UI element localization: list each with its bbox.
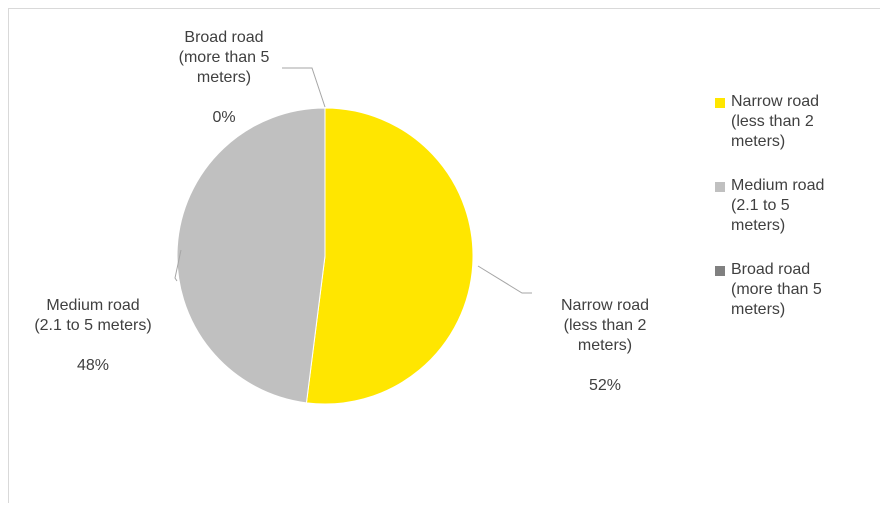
data-label-medium-road-value: 48% bbox=[76, 357, 110, 374]
legend-label-narrow-road: Narrow road (less than 2 meters) bbox=[731, 93, 820, 150]
data-label-narrow-road-name: Narrow road (less than 2 meters) bbox=[560, 297, 650, 354]
pie-slice-narrow-road bbox=[305, 107, 474, 405]
legend-entry-medium-road: Medium road (2.1 to 5 meters) bbox=[715, 176, 875, 236]
data-label-broad-road-name: Broad road (more than 5 meters) bbox=[178, 29, 270, 86]
pie-slice-medium-road bbox=[176, 107, 326, 404]
pie-slices bbox=[176, 107, 474, 405]
legend-swatch-medium-road bbox=[715, 182, 725, 192]
legend-entry-broad-road: Broad road (more than 5 meters) bbox=[715, 260, 875, 320]
chart-legend: Narrow road (less than 2 meters) Medium … bbox=[715, 92, 875, 344]
data-label-broad-road: Broad road (more than 5 meters) 0% bbox=[144, 8, 304, 128]
leader-line-broad-road bbox=[282, 67, 326, 108]
data-label-narrow-road: Narrow road (less than 2 meters) 52% bbox=[530, 276, 680, 396]
leader-line-medium-road bbox=[174, 249, 182, 282]
legend-entry-narrow-road: Narrow road (less than 2 meters) bbox=[715, 92, 875, 152]
legend-swatch-narrow-road bbox=[715, 98, 725, 108]
data-label-medium-road: Medium road (2.1 to 5 meters) 48% bbox=[8, 276, 178, 376]
leader-lines bbox=[174, 67, 532, 294]
legend-swatch-broad-road bbox=[715, 266, 725, 276]
data-label-broad-road-value: 0% bbox=[212, 109, 236, 126]
legend-label-medium-road: Medium road (2.1 to 5 meters) bbox=[731, 177, 825, 234]
legend-label-broad-road: Broad road (more than 5 meters) bbox=[731, 261, 822, 318]
data-label-medium-road-name: Medium road (2.1 to 5 meters) bbox=[34, 297, 152, 334]
data-label-narrow-road-value: 52% bbox=[588, 377, 622, 394]
leader-line-narrow-road bbox=[477, 265, 532, 294]
